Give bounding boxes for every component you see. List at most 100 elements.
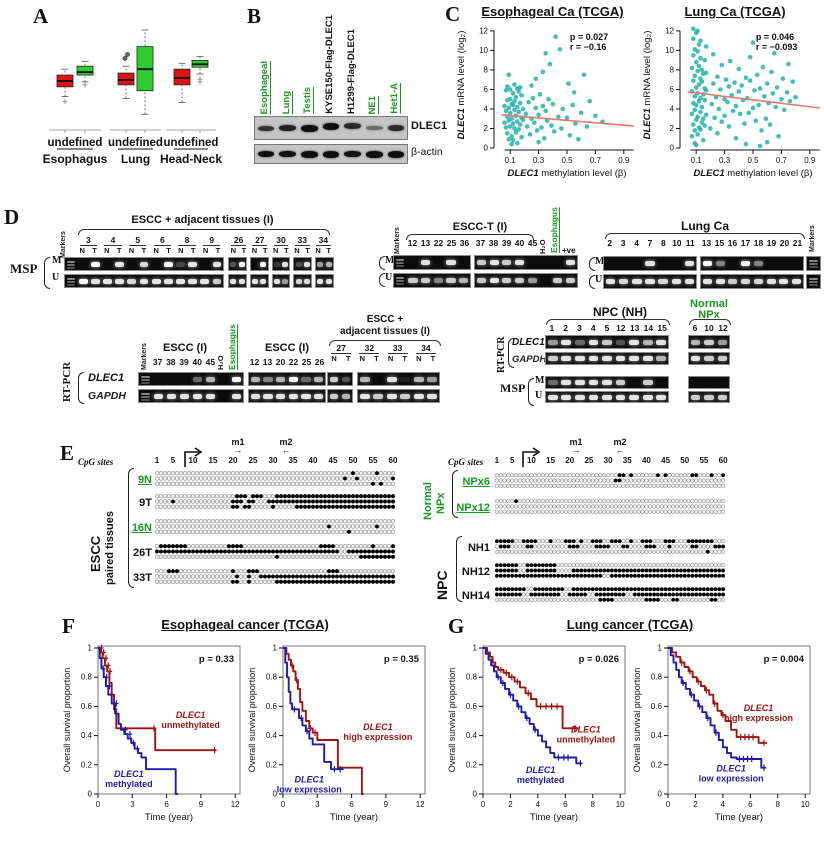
gel-lane: [560, 392, 574, 402]
rt-b2-header: ESCC (I): [265, 342, 309, 354]
lane-number: 7: [647, 238, 653, 248]
gel-lane: [150, 258, 162, 270]
lane-number: 36: [459, 238, 470, 248]
gel3-u: U: [595, 274, 603, 285]
row-label-nh1: NH1: [467, 542, 490, 554]
gel-lane: [199, 275, 211, 287]
gel-lane: [655, 377, 669, 388]
rt-b2-gapdh-strip: [248, 389, 326, 403]
gel-lane: [765, 275, 778, 288]
rt-b1-gapdh-strip: [138, 389, 244, 403]
sample-pair: 32 N T: [359, 343, 380, 363]
m1-arrow-icon: →: [233, 445, 243, 455]
svg-text:0: 0: [473, 790, 478, 799]
gel-lane: [655, 336, 669, 348]
svg-text:DLEC1: DLEC1: [744, 703, 774, 713]
gel-lane: [358, 373, 372, 385]
rt-b1-lanes: 37 38 39 40 45: [151, 357, 217, 367]
gel-lane: [573, 353, 587, 364]
gel-lane: [65, 258, 77, 270]
svg-text:methylated: methylated: [517, 775, 565, 785]
svg-text:1: 1: [658, 644, 663, 653]
gel-lane: [683, 257, 696, 270]
blot-lane-label: Esophageal: [258, 60, 270, 114]
cpg-tick: 60: [718, 456, 728, 465]
svg-text:high expression: high expression: [724, 713, 793, 723]
cpg-tick: 20: [565, 456, 575, 465]
lolli-9n: [155, 471, 395, 486]
svg-text:0.2: 0.2: [81, 760, 93, 769]
svg-text:0: 0: [658, 790, 663, 799]
lane-number: 11: [685, 238, 695, 248]
lolli-npx6: [495, 473, 725, 488]
rt-b1-h2o: H₂O: [216, 355, 225, 370]
lane-number: 16: [727, 238, 738, 248]
cpg-tick: 55: [699, 456, 709, 465]
cpg-tick: 35: [622, 456, 632, 465]
svg-text:8: 8: [670, 65, 675, 74]
cpg-tick: 30: [268, 456, 278, 465]
svg-text:0.4: 0.4: [466, 731, 478, 740]
svg-text:Overall survival proportion: Overall survival proportion: [247, 668, 257, 773]
gel-lane: [300, 373, 313, 385]
gel-lane: [432, 274, 445, 287]
gel-lane: [627, 377, 641, 388]
svg-text:0.2: 0.2: [651, 760, 663, 769]
gel3-lanes-2: 13 15 16 17 18 19 20 21: [700, 238, 804, 248]
svg-text:4: 4: [536, 800, 541, 809]
cpg-tick: 45: [661, 456, 671, 465]
gel-lane: [716, 336, 729, 348]
svg-text:10: 10: [616, 800, 625, 809]
gel-lane: [230, 373, 243, 385]
lane-number: 15: [714, 238, 725, 248]
lane-number: 10: [672, 238, 682, 248]
svg-text:1: 1: [88, 644, 93, 653]
gel-lane: [178, 373, 191, 385]
gel-lane: [778, 275, 791, 288]
svg-text:Time (year): Time (year): [145, 812, 193, 823]
rt-b3-gapdh-box1: [327, 389, 353, 403]
svg-text:p = 0.004: p = 0.004: [764, 654, 805, 665]
npx-m-strip: [688, 376, 730, 389]
sample-pair: 27 N T: [251, 235, 268, 256]
gel-lane: [752, 257, 765, 270]
svg-text:12: 12: [416, 800, 425, 809]
gel-lane: [303, 258, 311, 270]
lane-number: 4: [634, 238, 639, 248]
lane-number: 37: [475, 238, 486, 248]
gel-lane: [372, 373, 386, 385]
gel3-u-strip2: [700, 274, 804, 289]
cpg-tick: 5: [510, 456, 515, 465]
svg-text:DLEC1: DLEC1: [114, 769, 144, 779]
svg-text:0.9: 0.9: [618, 156, 630, 165]
gel-lane: [251, 275, 259, 287]
lolli-npx12: [495, 499, 725, 514]
gel3-u-bracket: [589, 275, 595, 289]
gel-lane: [273, 275, 281, 287]
cpg-tick: 45: [328, 456, 338, 465]
gel-box: [293, 257, 313, 271]
lane-number: 20: [275, 357, 286, 367]
gel3-lanes-1: 2 3 4 7 8 10 11: [603, 238, 697, 248]
npc-gapdh: GAPDH: [512, 354, 547, 365]
gel3-u-strip1: [603, 274, 697, 289]
m2-label: m2: [279, 437, 293, 447]
rt-b3-header1: ESCC +: [366, 314, 404, 325]
gel-lane: [689, 336, 702, 348]
gel-lane: [138, 258, 150, 270]
cpg-tick: 25: [248, 456, 258, 465]
gel-lane: [604, 275, 617, 288]
gel-lane: [641, 392, 655, 402]
gel-lane: [617, 257, 630, 270]
svg-text:1: 1: [473, 644, 478, 653]
svg-text:2: 2: [670, 124, 675, 133]
lane-number: 13: [262, 357, 273, 367]
rtpcr-gapdh: GAPDH: [88, 390, 126, 402]
gel-lane: [702, 336, 715, 348]
npc-msp-label: MSP: [500, 381, 526, 395]
svg-text:DLEC1: DLEC1: [571, 725, 601, 735]
m2-arrow-icon: ←: [281, 445, 291, 455]
gel-lane: [501, 256, 514, 269]
